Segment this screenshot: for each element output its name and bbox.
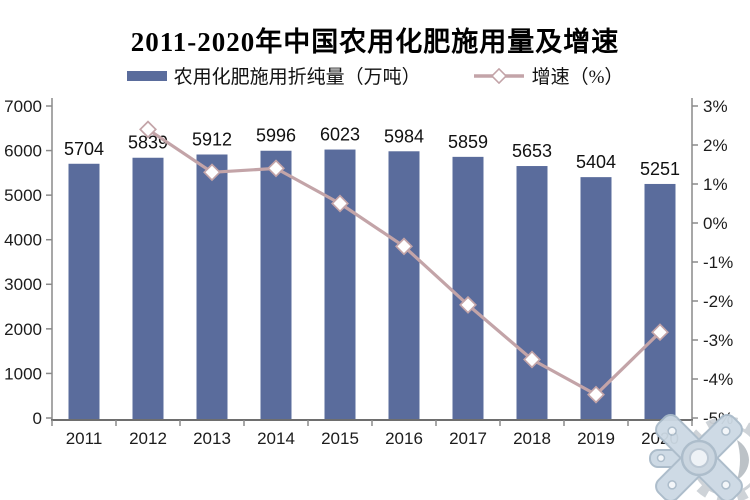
bar-value-label: 5859: [448, 132, 488, 152]
right-axis-label: -2%: [703, 292, 733, 311]
bar-2018: [516, 166, 548, 421]
bar-2020: [644, 183, 676, 421]
x-axis-label: 2014: [257, 429, 295, 448]
legend-item-bar: 农用化肥施用折纯量（万吨）: [126, 62, 421, 89]
bar-2016: [388, 151, 420, 421]
right-axis-label: -4%: [703, 370, 733, 389]
right-axis-label: 0%: [703, 214, 728, 233]
growth-marker: [139, 120, 157, 139]
bar-value-label: 6023: [320, 125, 360, 145]
line-series-swatch-icon: [473, 67, 524, 84]
bar-value-label: 5251: [640, 159, 680, 179]
growth-marker: [203, 163, 221, 182]
bar-2013: [196, 154, 228, 421]
front-cross-gear-icon: [649, 414, 743, 500]
x-axis-label: 2017: [449, 429, 487, 448]
growth-marker: [331, 194, 349, 213]
growth-marker: [395, 237, 413, 256]
x-axis-label: 2013: [193, 429, 231, 448]
bar-value-label: 5912: [192, 129, 232, 149]
bar-2011: [68, 163, 100, 421]
left-axis-label: 4000: [4, 231, 42, 250]
right-axis-label: 3%: [703, 97, 728, 116]
legend: 农用化肥施用折纯量（万吨） 增速（%）: [0, 62, 750, 89]
left-axis-label: 7000: [4, 97, 42, 116]
right-axis-label: 1%: [703, 175, 728, 194]
bar-2019: [580, 177, 612, 421]
left-axis-label: 3000: [4, 275, 42, 294]
bar-value-label: 5984: [384, 126, 424, 146]
right-axis-label: -1%: [703, 253, 733, 272]
x-axis-label: 2018: [513, 429, 551, 448]
x-axis-label: 2019: [577, 429, 615, 448]
growth-marker: [459, 295, 477, 314]
x-axis-label: 2012: [129, 429, 167, 448]
left-axis-label: 5000: [4, 186, 42, 205]
right-axis-label: 2%: [703, 136, 728, 155]
legend-item-line: 增速（%）: [473, 62, 624, 89]
growth-marker: [523, 350, 541, 369]
x-axis-label: 2015: [321, 429, 359, 448]
left-axis-label: 1000: [4, 364, 42, 383]
bar-2014: [260, 150, 292, 422]
legend-label-bar: 农用化肥施用折纯量（万吨）: [173, 67, 421, 88]
chart-title: 2011-2020年中国农用化肥施用量及增速: [130, 27, 620, 57]
bar-value-label: 5653: [512, 141, 552, 161]
bar-series-swatch-icon: [126, 70, 167, 81]
left-axis-label: 2000: [4, 320, 42, 339]
bar-2012: [132, 157, 164, 421]
left-axis-label: 6000: [4, 142, 42, 161]
bar-value-label: 5704: [64, 139, 104, 159]
bar-2017: [452, 156, 484, 421]
growth-marker: [267, 159, 285, 178]
left-axis-label: 0: [33, 409, 42, 428]
growth-marker: [651, 323, 669, 342]
x-axis-label: 2011: [66, 429, 103, 448]
bar-value-label: 5996: [256, 126, 296, 146]
growth-marker: [587, 385, 605, 404]
x-axis-label: 2016: [385, 429, 423, 448]
bar-value-label: 5404: [576, 152, 616, 172]
right-axis-label: -3%: [703, 331, 733, 350]
legend-label-line: 增速（%）: [531, 67, 624, 88]
